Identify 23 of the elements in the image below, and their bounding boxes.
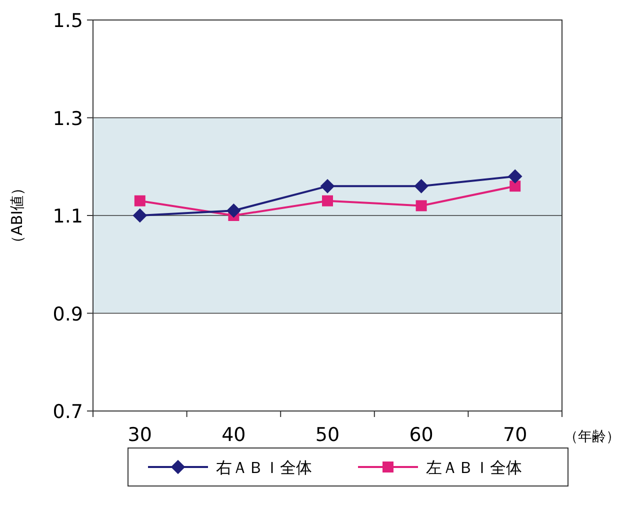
point [414,179,428,194]
x-tick-label: 60 [409,424,434,446]
point [508,169,522,184]
y-tick-label: 1.5 [52,10,83,32]
y-tick-label: 1.3 [52,108,83,130]
x-axis-title: （年齢） [564,429,620,445]
x-tick-label: 30 [128,424,152,446]
legend-label: 右ＡＢＩ全体 [216,458,312,477]
x-tick-label: 70 [503,424,528,446]
x-tick-label: 50 [315,424,340,446]
point [226,203,241,218]
legend-label: 左ＡＢＩ全体 [426,458,522,477]
point [132,208,148,223]
point [416,200,427,212]
y-tick-label: 1.1 [52,206,83,228]
point [510,180,521,192]
y-tick-label: 0.7 [52,401,83,423]
y-axis-title: （ABI値） [8,180,26,250]
point [320,179,335,194]
point [322,195,333,206]
point [134,195,146,206]
y-tick-label: 0.9 [52,303,83,326]
x-tick-label: 40 [222,424,246,446]
